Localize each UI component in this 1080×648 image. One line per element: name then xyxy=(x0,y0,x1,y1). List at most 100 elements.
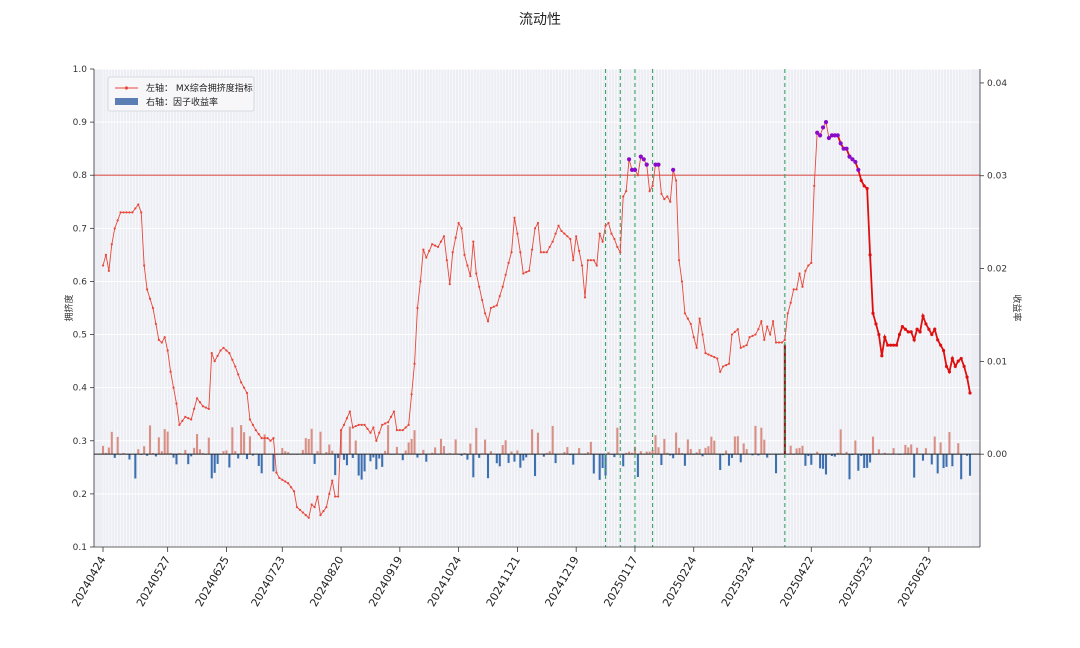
return-bar xyxy=(151,452,154,455)
crowding-point xyxy=(251,423,254,426)
crowding-point xyxy=(395,429,398,432)
return-bar xyxy=(760,427,763,455)
return-bar xyxy=(228,454,231,468)
crowding-point xyxy=(551,240,554,243)
crowding-point xyxy=(495,304,498,307)
crowding-point xyxy=(125,211,128,214)
crowding-point xyxy=(950,356,954,361)
return-bar xyxy=(525,454,528,458)
return-bar xyxy=(536,432,539,455)
crowding-point xyxy=(616,245,619,249)
y-tick-label-left: 0.5 xyxy=(73,331,87,341)
return-bar xyxy=(439,438,443,455)
crowding-point xyxy=(457,221,460,225)
vline-layer xyxy=(605,69,786,547)
return-bar xyxy=(263,434,266,455)
return-bar xyxy=(698,449,701,455)
return-bar xyxy=(945,454,948,467)
crowding-point xyxy=(575,235,578,238)
crowding-point xyxy=(844,146,849,151)
return-bar xyxy=(939,442,942,455)
y-tick-label-right: 0.04 xyxy=(987,79,1007,89)
crowding-point xyxy=(363,423,366,426)
crowding-point xyxy=(801,285,804,288)
crowding-point xyxy=(766,325,769,328)
return-bar xyxy=(345,454,348,466)
return-bar xyxy=(431,452,434,455)
crowding-point xyxy=(151,306,155,310)
crowding-point xyxy=(337,495,340,498)
crowding-point xyxy=(275,471,278,474)
crowding-point xyxy=(557,224,560,227)
crowding-point xyxy=(891,343,896,347)
crowding-point xyxy=(389,415,393,418)
crowding-point xyxy=(663,198,666,201)
return-bar xyxy=(822,454,825,469)
return-bar xyxy=(187,454,190,465)
crowding-point xyxy=(792,288,795,291)
return-bar xyxy=(616,427,619,455)
crowding-point xyxy=(671,167,676,173)
return-bar xyxy=(725,450,728,455)
crowding-point xyxy=(492,305,495,308)
return-bar xyxy=(857,454,860,471)
return-bar xyxy=(845,451,848,455)
crowding-point xyxy=(638,154,643,159)
return-bar xyxy=(448,453,451,455)
return-bar xyxy=(722,454,725,456)
crowding-point xyxy=(719,370,722,373)
crowding-point xyxy=(707,353,710,356)
crowding-point xyxy=(539,251,543,254)
return-bar xyxy=(475,427,478,455)
return-bar xyxy=(871,436,875,455)
legend-label-bar: 右轴：因子收益率 xyxy=(146,96,218,108)
crowding-point xyxy=(783,338,786,341)
crowding-point xyxy=(175,402,178,405)
return-bar xyxy=(669,454,672,456)
crowding-point xyxy=(489,306,493,310)
return-bar xyxy=(601,454,604,469)
y-tick-label-left: 0.6 xyxy=(73,277,88,287)
crowding-point xyxy=(425,256,428,259)
crowding-point xyxy=(724,363,728,367)
crowding-point xyxy=(263,437,266,440)
crowding-point xyxy=(798,272,801,275)
return-bar xyxy=(257,454,260,466)
crowding-point xyxy=(841,146,846,151)
x-tick-label: 20250523 xyxy=(836,554,875,609)
return-bar xyxy=(216,454,219,464)
return-bar xyxy=(913,454,916,478)
return-bar xyxy=(154,454,157,457)
crowding-point xyxy=(157,338,160,341)
crowding-point xyxy=(704,352,707,355)
return-bar xyxy=(730,454,733,458)
return-bar xyxy=(113,454,116,458)
return-bar xyxy=(801,445,804,455)
return-bar xyxy=(201,452,204,455)
crowding-point xyxy=(248,418,252,421)
crowding-point xyxy=(862,184,866,188)
crowding-point xyxy=(222,346,225,349)
return-bar xyxy=(763,439,766,455)
crowding-point xyxy=(287,482,290,485)
crowding-point xyxy=(478,285,481,288)
y-axis-label-left: 拥挤度 xyxy=(63,294,75,321)
crowding-point xyxy=(260,437,263,440)
x-tick-label: 20240625 xyxy=(193,554,232,609)
return-bar xyxy=(175,454,178,465)
return-bar xyxy=(516,450,519,455)
crowding-point xyxy=(733,330,736,333)
legend-box xyxy=(107,76,255,112)
crowding-point xyxy=(622,195,625,198)
crowding-point xyxy=(883,335,887,339)
plot-background xyxy=(94,69,980,547)
crowding-point xyxy=(483,312,487,315)
crowding-point xyxy=(289,486,293,489)
crowding-point xyxy=(339,429,343,432)
crowding-point xyxy=(583,296,587,299)
crowding-point xyxy=(968,391,972,395)
return-bar xyxy=(921,454,925,461)
return-bar xyxy=(137,449,140,455)
x-tick-label: 20250224 xyxy=(660,554,699,609)
crowding-point xyxy=(680,280,684,283)
